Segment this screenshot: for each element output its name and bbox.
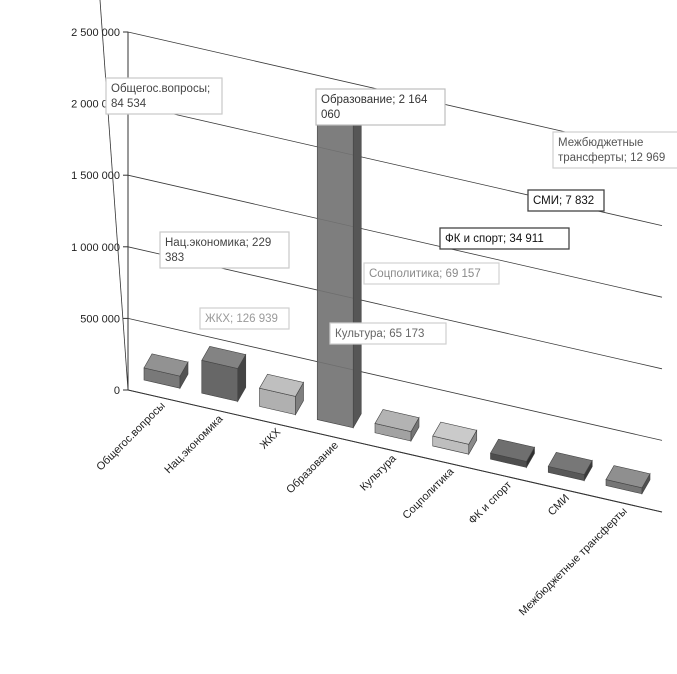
- data-label-text: ЖКХ; 126 939: [205, 313, 278, 325]
- data-label-text: Межбюджетные: [558, 137, 643, 149]
- category-label: Образование: [284, 439, 341, 496]
- category-label: Нац.экономика: [162, 412, 226, 476]
- category-label: Межбюджетные трансферты: [517, 505, 630, 618]
- data-label-text: трансферты; 12 969: [558, 152, 665, 164]
- y-tick-label: 500 000: [80, 313, 120, 325]
- bars: [143, 95, 651, 495]
- data-label: Образование; 2 164 060: [315, 88, 446, 126]
- gridline: [127, 318, 663, 441]
- gridline: [127, 174, 663, 298]
- data-label-text: Нац.экономика; 229: [165, 237, 271, 249]
- data-label-text: 84 534: [111, 98, 147, 110]
- data-label: Межбюджетные трансферты; 12 969: [552, 131, 677, 169]
- category-label: Соцполитика: [401, 465, 458, 522]
- category-label: ЖКХ: [258, 426, 284, 452]
- bar: [547, 452, 593, 482]
- data-label: СМИ; 7 832: [527, 189, 605, 212]
- data-label-text: Общегос.вопросы;: [111, 83, 210, 95]
- wall-edge-line: [99, 0, 129, 391]
- data-label-text: Образование; 2 164: [321, 94, 428, 106]
- data-label: Культура; 65 173: [329, 322, 447, 345]
- category-label: Общегос.вопросы: [94, 400, 167, 473]
- bar: [143, 353, 189, 390]
- category-label: Культура: [358, 452, 399, 493]
- y-tick-label: 0: [114, 385, 120, 397]
- y-tick-label: 1 500 000: [71, 170, 120, 182]
- data-label: Соцполитика; 69 157: [363, 262, 500, 285]
- y-tick-label: 1 000 000: [71, 242, 120, 254]
- bar: [316, 95, 362, 429]
- bar: [490, 438, 535, 469]
- data-label: ФК и спорт; 34 911: [439, 227, 570, 250]
- data-label: Нац.экономика; 229 383: [159, 231, 290, 269]
- data-label-text: ФК и спорт; 34 911: [445, 233, 544, 245]
- data-label: Общегос.вопросы; 84 534: [105, 77, 223, 115]
- category-label: ФК и спорт: [466, 479, 514, 527]
- data-label-text: 060: [321, 109, 340, 121]
- floor-line: [127, 389, 663, 513]
- bar: [605, 465, 651, 495]
- y-tick-label: 2 500 000: [71, 27, 120, 39]
- data-label-text: СМИ; 7 832: [533, 195, 594, 207]
- bar: [432, 421, 478, 456]
- data-label-text: 383: [165, 252, 184, 264]
- bar: [201, 346, 247, 403]
- bar: [374, 409, 420, 443]
- data-label: ЖКХ; 126 939: [199, 307, 290, 330]
- data-label-text: Соцполитика; 69 157: [369, 268, 481, 280]
- data-labels: Общегос.вопросы; 84 534 Нац.экономика; 229…: [105, 77, 677, 345]
- category-label: СМИ: [546, 492, 572, 518]
- data-label-text: Культура; 65 173: [335, 328, 424, 340]
- bar: [259, 373, 304, 416]
